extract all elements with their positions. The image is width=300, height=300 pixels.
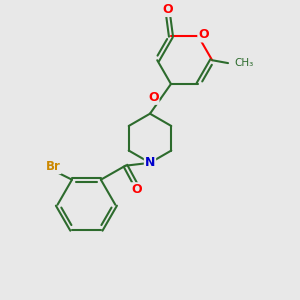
Text: O: O <box>148 91 159 104</box>
Text: N: N <box>145 156 155 169</box>
Text: O: O <box>132 183 142 196</box>
Text: O: O <box>163 3 173 16</box>
Text: CH₃: CH₃ <box>234 58 254 68</box>
Text: Br: Br <box>46 160 61 173</box>
Text: O: O <box>198 28 209 41</box>
